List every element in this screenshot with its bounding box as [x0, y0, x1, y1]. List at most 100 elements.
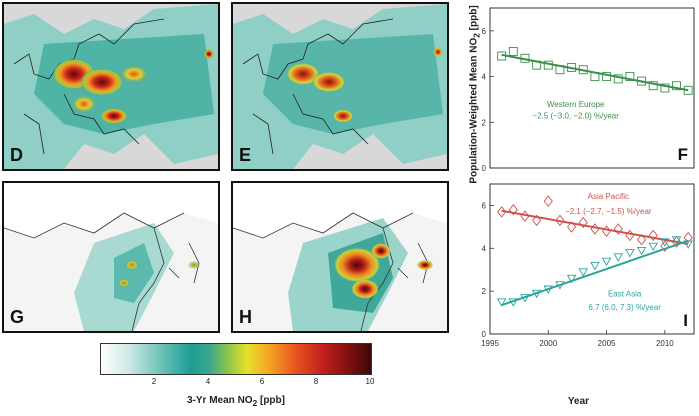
- y-tick-label: 0: [482, 330, 487, 339]
- colorbar-tick: 8: [313, 377, 319, 386]
- data-point: [590, 223, 600, 235]
- europe-map-e: [233, 4, 447, 169]
- data-point: [601, 257, 612, 267]
- data-point: [625, 229, 635, 242]
- data-point: [637, 76, 646, 86]
- data-point: [590, 72, 600, 82]
- colorbar-label: 3-Yr Mean NO2 [ppb]: [100, 395, 372, 408]
- panel-letter-e: E: [239, 145, 252, 165]
- data-point: [648, 81, 658, 91]
- data-point: [601, 225, 612, 237]
- data-point: [543, 195, 553, 207]
- data-point: [636, 246, 647, 256]
- y-tick-label: 6: [482, 201, 487, 210]
- series-name-label: Western Europe: [547, 100, 605, 109]
- data-point: [520, 294, 530, 303]
- y-label-sub: 2: [471, 33, 482, 38]
- data-point: [683, 85, 693, 95]
- data-point: [636, 233, 647, 246]
- map-panel-g: G: [2, 181, 220, 333]
- y-tick-label: 2: [482, 287, 487, 296]
- series-trend-label: 6.7 (6.0, 7.3) %/year: [588, 303, 661, 312]
- data-point: [613, 223, 623, 235]
- panel-letter-g: G: [10, 307, 25, 327]
- data-point: [660, 240, 670, 252]
- data-point: [660, 238, 670, 247]
- data-point: [531, 289, 542, 299]
- data-point: [497, 51, 507, 61]
- series-trend-label: −2.5 (−3.0, −2.0) %/year: [532, 111, 619, 120]
- data-point: [508, 203, 518, 216]
- map-panel-e: E: [231, 2, 449, 171]
- data-point: [648, 242, 658, 252]
- data-point: [520, 210, 530, 222]
- trend-charts-svg: 0 2 4 6 Western Europe −2.5 (−3.0, −2.0) %/ye…: [481, 7, 695, 348]
- data-point: [660, 83, 670, 93]
- series-name-label: East Asia: [608, 290, 642, 299]
- panel-letter: I: [683, 311, 688, 330]
- data-point: [671, 236, 682, 245]
- data-point: [648, 229, 658, 242]
- series-trend-label: −2.1 (−2.7, −1.5) %/year: [565, 207, 652, 216]
- y-tick-label: 4: [482, 73, 487, 82]
- x-tick-label: 2000: [539, 339, 557, 348]
- y-tick-label: 2: [482, 118, 487, 127]
- data-point: [613, 74, 623, 84]
- y-tick-label: 4: [482, 244, 487, 253]
- colorbar-tick: 10: [365, 377, 375, 386]
- colorbar-label-suffix: [ppb]: [257, 395, 285, 406]
- trend-line: [501, 239, 689, 307]
- data-point: [508, 298, 519, 307]
- colorbar-gradient: [100, 343, 372, 375]
- colorbar-tick: 4: [205, 377, 211, 386]
- data-point: [555, 281, 565, 290]
- colorbar-label-prefix: 3-Yr Mean NO: [187, 395, 253, 406]
- x-tick-label: 2010: [656, 339, 674, 348]
- x-axis-label: Year: [567, 396, 590, 407]
- data-point: [625, 249, 635, 258]
- data-point: [566, 274, 577, 284]
- panel-letter-d: D: [10, 145, 23, 165]
- data-point: [532, 60, 542, 70]
- y-label-prefix: Population-Weighted Mean NO: [468, 37, 480, 184]
- plot-frame: [489, 7, 695, 169]
- colorbar-tick: 2: [151, 377, 157, 386]
- europe-map-d: [4, 4, 218, 169]
- data-point: [578, 268, 589, 277]
- trend-line: [501, 209, 689, 245]
- map-panel-d: D: [2, 2, 220, 171]
- data-point: [543, 60, 553, 70]
- data-point: [497, 206, 507, 218]
- data-point: [508, 46, 518, 56]
- shared-y-axis-label: Population-Weighted Mean NO2 [ppb]: [469, 0, 482, 190]
- map-panel-h: H: [231, 181, 449, 333]
- data-point: [520, 53, 530, 63]
- data-point: [613, 253, 624, 262]
- data-point: [590, 261, 600, 271]
- colorbar-tick: 6: [259, 377, 265, 386]
- data-point: [543, 285, 554, 294]
- x-tick-label: 2005: [598, 339, 616, 348]
- data-point: [496, 298, 507, 307]
- data-point: [683, 240, 693, 249]
- x-tick-label: 1995: [481, 339, 499, 348]
- panel-letter-h: H: [239, 307, 252, 327]
- data-point: [625, 72, 635, 82]
- data-point: [567, 221, 577, 233]
- data-point: [671, 236, 682, 248]
- y-label-suffix: [ppb]: [468, 5, 480, 34]
- east-asia-map-g: [4, 183, 218, 331]
- colorbar-label-sub: 2: [252, 398, 258, 408]
- east-asia-map-h: [233, 183, 447, 331]
- data-point: [672, 81, 681, 91]
- y-tick-label: 0: [482, 164, 487, 173]
- panel-letter: F: [678, 145, 688, 164]
- data-point: [532, 214, 542, 227]
- data-point: [555, 65, 565, 75]
- data-point: [683, 231, 693, 244]
- data-point: [567, 62, 577, 72]
- data-point: [555, 214, 565, 227]
- plot-frame: [489, 183, 695, 335]
- series-name-label: Asia Pacific: [588, 192, 629, 201]
